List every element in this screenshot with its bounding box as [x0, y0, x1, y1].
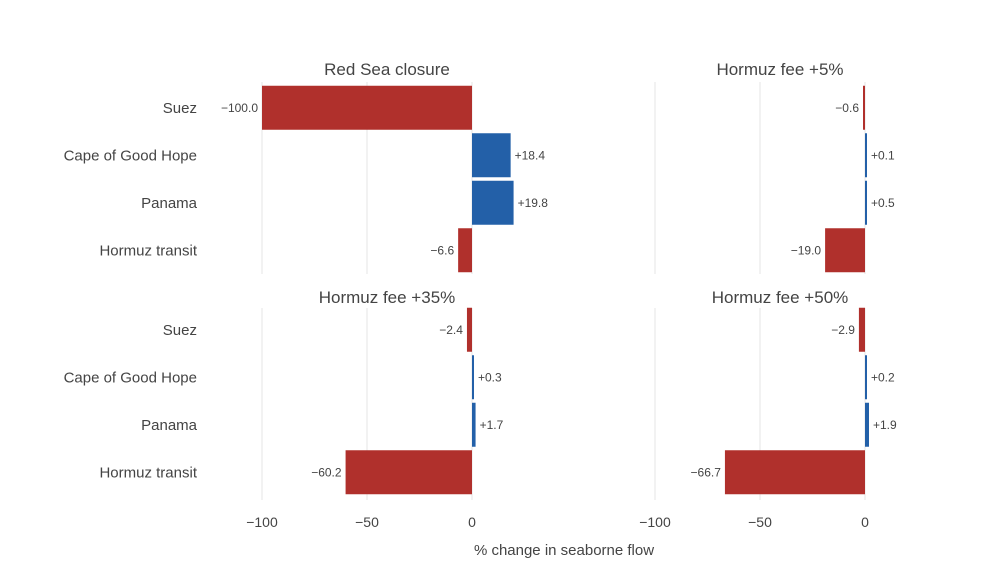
category-label: Suez	[163, 322, 197, 339]
x-axis-title: % change in seaborne flow	[474, 542, 654, 559]
bar	[865, 355, 867, 400]
value-label: +18.4	[515, 148, 546, 162]
value-label: +0.1	[871, 148, 895, 162]
x-tick-label: −50	[748, 514, 772, 530]
x-tick-label: −100	[639, 514, 671, 530]
panel-title: Hormuz fee +50%	[712, 288, 849, 307]
x-tick-label: 0	[468, 514, 476, 530]
category-label: Panama	[141, 417, 198, 434]
value-label: −2.9	[831, 323, 855, 337]
bar	[458, 228, 472, 273]
x-tick-label: −50	[355, 514, 379, 530]
category-label: Cape of Good Hope	[64, 147, 197, 164]
bar	[863, 85, 865, 130]
panel-title: Hormuz fee +5%	[716, 60, 843, 79]
bar	[865, 180, 867, 225]
category-label: Hormuz transit	[99, 464, 197, 481]
bar	[472, 180, 514, 225]
bar	[345, 450, 472, 495]
bar	[472, 402, 476, 447]
bar	[865, 402, 869, 447]
bar	[466, 307, 472, 352]
value-label: +0.2	[871, 370, 895, 384]
category-label: Panama	[141, 195, 198, 212]
value-label: −6.6	[430, 243, 454, 257]
x-tick-label: −100	[246, 514, 278, 530]
bar	[825, 228, 865, 273]
value-label: −60.2	[311, 465, 342, 479]
category-label: Suez	[163, 100, 197, 117]
panel-title: Hormuz fee +35%	[319, 288, 456, 307]
value-label: +1.7	[480, 418, 504, 432]
bar	[724, 450, 865, 495]
bar	[472, 133, 511, 178]
panel: Red Sea closure −100.0 +18.4 +19.8 −6.6	[221, 60, 548, 274]
value-label: −100.0	[221, 101, 258, 115]
x-tick-label: 0	[861, 514, 869, 530]
category-label: Hormuz transit	[99, 242, 197, 259]
panel: Hormuz fee +50% −2.9 +0.2 +1.9 −66.7 −100 −50 0	[639, 288, 897, 530]
bar	[472, 355, 474, 400]
value-label: +0.5	[871, 196, 895, 210]
panel-title: Red Sea closure	[324, 60, 450, 79]
value-label: −2.4	[439, 323, 463, 337]
panel: Hormuz fee +35% −2.4 +0.3 +1.7 −60.2 −100 −50 0	[246, 288, 503, 530]
value-label: +1.9	[873, 418, 897, 432]
bar	[262, 85, 472, 130]
value-label: −19.0	[791, 243, 822, 257]
value-label: +19.8	[518, 196, 549, 210]
bar	[858, 307, 865, 352]
value-label: −0.6	[835, 101, 859, 115]
category-label: Cape of Good Hope	[64, 369, 197, 386]
panel: Hormuz fee +5% −0.6 +0.1 +0.5 −19.0	[654, 60, 895, 274]
bar	[865, 133, 867, 178]
value-label: −66.7	[691, 465, 722, 479]
value-label: +0.3	[478, 370, 502, 384]
